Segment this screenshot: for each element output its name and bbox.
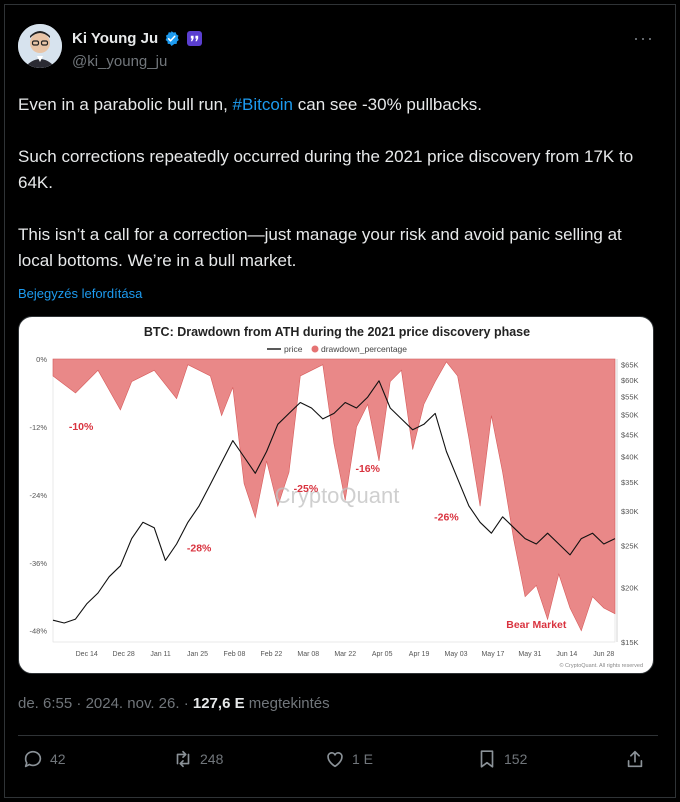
tweet-media-chart[interactable]: BTC: Drawdown from ATH during the 2021 p… xyxy=(18,316,654,674)
y-left-tick-label: -12% xyxy=(29,423,47,432)
author-row: Ki Young Ju xyxy=(72,30,203,47)
y-right-tick-label: $35K xyxy=(621,478,639,487)
repost-button[interactable]: 248 xyxy=(172,748,223,770)
y-axis-left: 0% -12% -24% -36% -48% xyxy=(29,355,47,636)
x-tick-label: Feb 08 xyxy=(224,651,246,658)
avatar[interactable] xyxy=(18,24,62,68)
y-right-tick-label: $60K xyxy=(621,376,639,385)
annotation-label: -25% xyxy=(294,483,319,495)
tweet-meta: de. 6:55 · 2024. nov. 26. · 127,6 E megt… xyxy=(18,695,330,712)
y-left-tick-label: 0% xyxy=(36,355,47,364)
x-tick-label: Jun 14 xyxy=(556,651,577,658)
tweet-text: Even in a parabolic bull run, #Bitcoin c… xyxy=(18,92,658,274)
x-tick-label: Mar 08 xyxy=(297,651,319,658)
bookmark-button[interactable]: 152 xyxy=(476,748,527,770)
author-name[interactable]: Ki Young Ju xyxy=(72,30,159,47)
x-tick-label: Dec 14 xyxy=(76,651,98,658)
x-tick-label: May 03 xyxy=(445,651,468,658)
repost-icon xyxy=(176,750,190,768)
author-handle[interactable]: @ki_young_ju xyxy=(72,53,168,70)
x-tick-label: Dec 28 xyxy=(113,651,135,658)
tweet-time[interactable]: de. 6:55 xyxy=(18,695,73,712)
legend-price: price xyxy=(284,344,303,354)
view-count: 127,6 E xyxy=(192,695,245,712)
chart-legend: price drawdown_percentage xyxy=(267,344,407,354)
tweet-paragraph-3: This isn’t a call for a correction—just … xyxy=(18,225,622,270)
annotation-label: Bear Market xyxy=(506,619,567,631)
legend-drawdown: drawdown_percentage xyxy=(321,344,407,354)
verified-badge-icon[interactable] xyxy=(163,30,180,47)
annotation-label: -10% xyxy=(69,421,94,433)
heart-icon xyxy=(327,752,343,768)
y-right-tick-label: $55K xyxy=(621,392,639,401)
x-tick-label: May 31 xyxy=(518,651,541,658)
reply-icon xyxy=(24,750,42,768)
bookmark-count: 152 xyxy=(504,751,528,767)
price-line xyxy=(52,380,616,624)
chart-footer: © CryptoQuant. All rights reserved xyxy=(559,662,643,669)
x-tick-label: Mar 22 xyxy=(334,651,356,658)
x-tick-label: May 17 xyxy=(481,651,504,658)
x-axis: Dec 14 Dec 28 Jan 11 Jan 25 Feb 08 Feb 22 Mar … xyxy=(76,651,615,658)
action-bar: 42 248 1 E 152 xyxy=(18,748,658,776)
chart-title: BTC: Drawdown from ATH during the 2021 p… xyxy=(144,325,530,339)
meta-separator: · xyxy=(72,695,86,712)
x-tick-label: Feb 22 xyxy=(260,651,282,658)
drawdown-chart: BTC: Drawdown from ATH during the 2021 p… xyxy=(29,325,643,669)
x-tick-label: Apr 05 xyxy=(372,651,393,658)
tweet-card xyxy=(4,4,676,798)
x-tick-label: Jan 25 xyxy=(187,651,208,658)
tweet-paragraph-1: Even in a parabolic bull run, #Bitcoin c… xyxy=(18,92,658,118)
translate-link[interactable]: Bejegyzés lefordítása xyxy=(18,286,143,301)
y-right-tick-label: $45K xyxy=(621,430,639,439)
tweet-paragraph-2: Such corrections repeatedly occurred dur… xyxy=(18,147,634,192)
text-segment: can see -30% pullbacks. xyxy=(293,95,483,114)
view-label: megtekintés xyxy=(244,695,330,712)
y-axis-right: $65K $60K $55K $50K $45K $40K $35K $30K $25K $20K… xyxy=(616,359,639,647)
y-left-tick-label: -48% xyxy=(29,627,47,636)
hashtag-link[interactable]: #Bitcoin xyxy=(232,95,294,114)
y-left-tick-label: -36% xyxy=(29,559,47,568)
y-right-tick-label: $20K xyxy=(621,584,639,593)
x-tick-label: Jun 28 xyxy=(593,651,614,658)
annotation-label: -28% xyxy=(187,542,212,554)
drawdown-area xyxy=(52,358,616,632)
like-count: 1 E xyxy=(352,751,374,767)
share-icon xyxy=(627,750,643,768)
repost-count: 248 xyxy=(200,751,224,767)
y-right-tick-label: $50K xyxy=(621,410,639,419)
reply-button[interactable]: 42 xyxy=(22,748,66,770)
chart-plot-area xyxy=(52,358,616,643)
y-right-tick-label: $65K xyxy=(621,361,639,370)
affiliate-badge-icon[interactable] xyxy=(187,31,203,46)
y-right-tick-label: $30K xyxy=(621,507,639,516)
more-options-icon[interactable]: ··· xyxy=(633,28,654,48)
like-button[interactable]: 1 E xyxy=(324,748,373,770)
tweet-date[interactable]: 2024. nov. 26. xyxy=(85,695,180,712)
reply-count: 42 xyxy=(50,751,66,767)
divider xyxy=(18,735,658,736)
annotation-label: -16% xyxy=(355,463,380,475)
x-tick-label: Jan 11 xyxy=(150,651,171,658)
y-left-tick-label: -24% xyxy=(29,491,47,500)
chart-annotations: -10% -28% -25% -16% -26% Bear Market xyxy=(69,421,567,631)
y-right-tick-label: $25K xyxy=(621,541,639,550)
y-right-tick-label: $40K xyxy=(621,453,639,462)
text-segment: Even in a parabolic bull run, xyxy=(18,95,233,114)
quote-mark-icon xyxy=(190,35,199,42)
meta-separator: · xyxy=(179,695,193,712)
annotation-label: -26% xyxy=(434,511,459,523)
avatar-image xyxy=(18,24,62,68)
x-tick-label: Apr 19 xyxy=(409,651,430,658)
bookmark-icon xyxy=(480,750,494,768)
share-button[interactable] xyxy=(624,748,646,770)
y-right-tick-label: $15K xyxy=(621,638,639,647)
tweet-header: Ki Young Ju @ki_young_ju ··· xyxy=(18,24,658,76)
chart-watermark: CryptoQuant xyxy=(275,483,400,508)
